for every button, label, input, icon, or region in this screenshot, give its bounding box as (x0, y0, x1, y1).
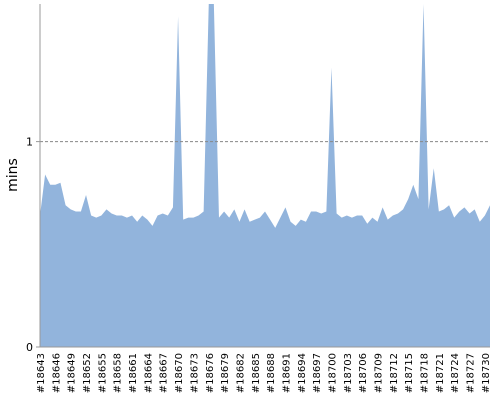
x-tick-label: #18730 (481, 353, 492, 393)
x-tick-label: #18667 (159, 353, 170, 393)
x-tick-label: #18643 (36, 353, 47, 393)
x-tick-label: #18706 (358, 353, 369, 393)
x-tick-label: #18646 (51, 353, 62, 393)
area-series (40, 4, 490, 347)
x-tick-label: #18673 (189, 353, 200, 393)
x-tick-label: #18685 (251, 353, 262, 393)
x-tick-label: #18679 (220, 353, 231, 393)
x-tick-label: #18712 (389, 353, 400, 393)
y-tick-label: 1 (26, 136, 33, 149)
x-tick-label: #18718 (420, 353, 431, 393)
y-axis-label: mins (5, 158, 21, 192)
x-tick-label: #18694 (297, 353, 308, 393)
x-tick-label: #18652 (82, 353, 93, 393)
x-tick-label: #18664 (143, 353, 154, 393)
x-tick-label: #18727 (466, 353, 477, 393)
x-tick-label: #18697 (312, 353, 323, 393)
x-tick-label: #18658 (113, 353, 124, 393)
x-tick-label: #18691 (281, 353, 292, 393)
x-tick-label: #18649 (67, 353, 78, 393)
x-tick-label: #18661 (128, 353, 139, 393)
y-tick-labels: 01 (26, 136, 40, 354)
x-tick-label: #18715 (404, 353, 415, 393)
x-tick-label: #18688 (266, 353, 277, 393)
x-tick-label: #18682 (235, 353, 246, 393)
x-tick-label: #18703 (343, 353, 354, 393)
x-tick-label: #18700 (327, 353, 338, 393)
x-tick-label: #18670 (174, 353, 185, 393)
x-tick-label: #18655 (97, 353, 108, 393)
y-tick-label: 0 (26, 341, 33, 354)
area-layer (40, 4, 490, 347)
x-tick-labels: #18643 #18646 #18649 #18652 #18655 #18658 #186… (36, 353, 492, 393)
x-tick-label: #18676 (205, 353, 216, 393)
x-tick-label: #18721 (435, 353, 446, 393)
x-tick-label: #18724 (450, 353, 461, 393)
x-tick-label: #18709 (374, 353, 385, 393)
